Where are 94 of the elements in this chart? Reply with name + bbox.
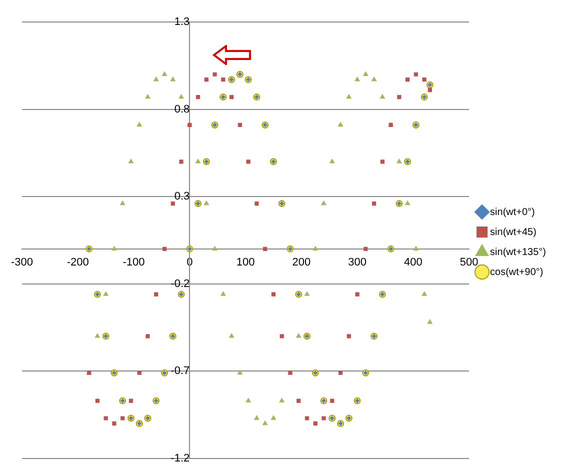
point — [322, 416, 326, 420]
y-tick-label: -0.2 — [170, 278, 190, 290]
point — [178, 94, 184, 99]
point — [196, 158, 200, 164]
point — [112, 246, 117, 251]
point — [154, 76, 159, 82]
point — [338, 122, 343, 127]
point — [220, 292, 226, 296]
point — [229, 95, 234, 100]
point — [321, 200, 326, 206]
point — [229, 334, 234, 338]
x-tick-label: 300 — [348, 256, 366, 269]
point — [104, 416, 108, 420]
point — [406, 78, 410, 82]
point — [364, 246, 368, 251]
point — [221, 78, 226, 82]
point — [405, 200, 410, 206]
point — [296, 398, 301, 403]
legend-label: cos(wt+90°) — [490, 266, 544, 278]
point — [162, 72, 167, 76]
point — [422, 292, 427, 296]
point — [95, 334, 100, 338]
point — [271, 416, 276, 420]
legend-label: sin(wt+45) — [490, 226, 536, 238]
point — [120, 416, 125, 420]
point — [262, 420, 268, 426]
point — [397, 95, 402, 100]
point — [246, 160, 250, 164]
legend-label: sin(wt+135°) — [490, 246, 546, 258]
point — [112, 421, 116, 426]
legend-label: sin(wt+0°) — [490, 206, 535, 218]
point — [246, 398, 251, 402]
point — [136, 122, 142, 127]
point — [238, 370, 242, 374]
point — [103, 292, 108, 296]
point — [428, 320, 432, 324]
point — [396, 158, 402, 164]
point — [428, 88, 432, 92]
point — [254, 201, 259, 206]
x-tick-label: 100 — [236, 256, 255, 269]
point — [120, 200, 125, 206]
y-tick-label: 0.8 — [174, 103, 190, 116]
point — [296, 334, 302, 338]
point — [280, 334, 284, 338]
point — [414, 72, 418, 76]
point — [354, 76, 360, 82]
x-tick-label: 500 — [460, 256, 478, 269]
point — [330, 398, 334, 403]
point — [304, 416, 310, 420]
point — [204, 78, 208, 82]
point — [346, 334, 351, 338]
point — [330, 158, 335, 164]
x-tick-label: -300 — [10, 256, 34, 269]
point — [279, 398, 284, 402]
point — [372, 76, 376, 82]
point — [212, 72, 217, 76]
point — [304, 292, 310, 296]
point — [414, 246, 418, 251]
point — [128, 398, 134, 403]
point — [145, 94, 150, 99]
y-tick-label: -0.7 — [170, 365, 190, 378]
point — [204, 200, 209, 206]
y-tick-label: -1.2 — [170, 452, 190, 464]
point — [179, 160, 184, 164]
point — [338, 370, 343, 375]
point — [422, 78, 426, 82]
point — [263, 246, 268, 251]
point — [146, 334, 150, 338]
x-tick-label: -200 — [66, 256, 89, 269]
y-tick-label: 0.3 — [174, 190, 190, 203]
point — [271, 292, 276, 296]
point — [238, 122, 242, 128]
y-tick-label: 1.3 — [174, 16, 190, 28]
x-tick-label: 200 — [292, 256, 311, 269]
point — [212, 246, 218, 251]
point — [312, 246, 318, 251]
point — [162, 246, 167, 251]
point — [196, 95, 200, 100]
point — [372, 201, 376, 206]
point — [355, 292, 360, 296]
x-tick-label: -100 — [122, 256, 145, 269]
point — [313, 421, 318, 426]
point — [380, 94, 385, 99]
point — [95, 398, 100, 403]
point — [380, 160, 384, 164]
point — [363, 72, 368, 76]
point — [346, 94, 352, 99]
x-tick-label: 400 — [404, 256, 422, 269]
point — [154, 292, 158, 296]
point — [170, 76, 176, 82]
point — [128, 158, 134, 164]
point — [254, 416, 260, 420]
point — [170, 201, 175, 206]
point — [137, 370, 142, 375]
